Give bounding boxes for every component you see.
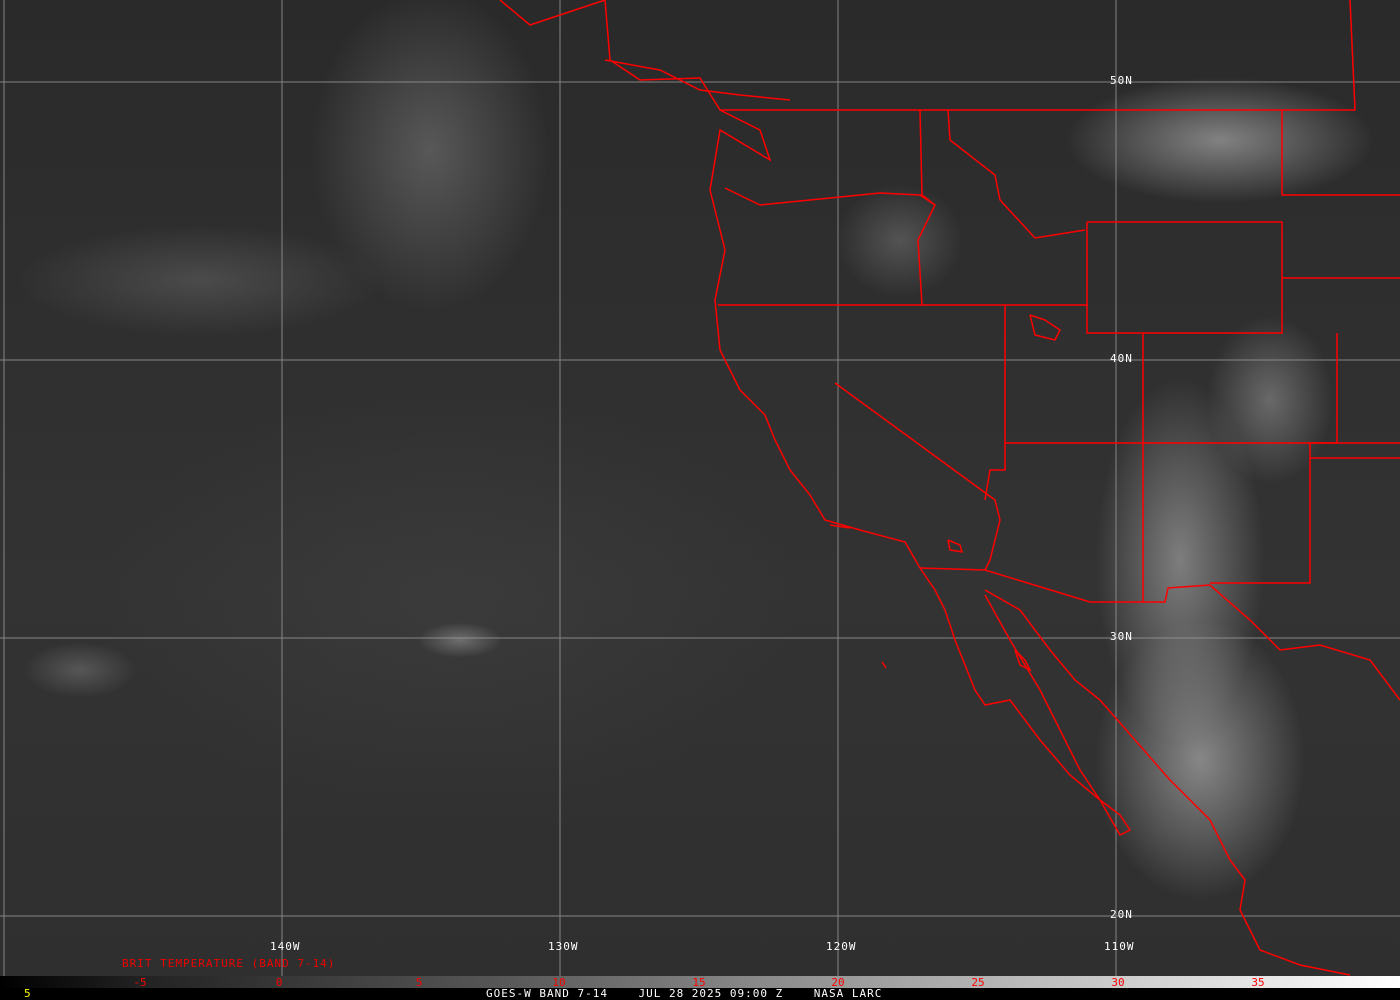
- guadalupe-island: [881, 661, 887, 669]
- longitude-label: 140W: [270, 940, 301, 953]
- footer-bar: [0, 988, 1400, 1000]
- latitude-label: 50N: [1110, 74, 1133, 87]
- mexico-mainland-coastline: [984, 589, 1351, 976]
- idaho-border: [917, 109, 936, 306]
- colorbar-tick: 5: [415, 976, 423, 989]
- boundaries: [499, 0, 1400, 976]
- latitude-label: 40N: [1110, 352, 1133, 365]
- great-salt-lake: [1029, 314, 1061, 341]
- satellite-imagery: [0, 0, 1400, 976]
- colorbar-tick: 10: [552, 976, 566, 989]
- channel-islands: [829, 524, 851, 529]
- longitude-label: 120W: [826, 940, 857, 953]
- bc-coast: [604, 59, 791, 101]
- new-mexico-border: [1210, 458, 1311, 584]
- colorbar-tick: -5: [133, 976, 147, 989]
- map-overlay: [0, 0, 1400, 976]
- longitude-label: 110W: [1104, 940, 1135, 953]
- legend-title: BRIT TEMPERATURE (BAND 7-14): [122, 957, 336, 970]
- pacific-coastline: [499, 0, 1132, 836]
- us-mexico-border: [919, 567, 1400, 701]
- gulf-islands: [1014, 649, 1032, 672]
- us-canada-border: [720, 0, 1356, 111]
- montana-idaho-border: [947, 109, 1086, 239]
- colorbar-tick: 35: [1251, 976, 1265, 989]
- utah-arizona-border: [984, 305, 1006, 501]
- colorbar-tick: 25: [971, 976, 985, 989]
- image-caption: GOES-W BAND 7-14 JUL 28 2025 09:00 Z NAS…: [486, 987, 883, 1000]
- wyoming-border: [1086, 221, 1283, 334]
- frame-number: 5: [24, 987, 31, 1000]
- salton-lake: [947, 539, 964, 553]
- latitude-label: 30N: [1110, 630, 1133, 643]
- colorbar-tick: 0: [275, 976, 283, 989]
- dakota-borders: [1281, 110, 1400, 196]
- colorado-east-border: [1309, 333, 1400, 459]
- colorbar-tick: 20: [831, 976, 845, 989]
- temperature-colorbar: [0, 976, 1400, 988]
- colorbar-tick: 30: [1111, 976, 1125, 989]
- washington-oregon-border: [724, 187, 936, 206]
- longitude-label: 130W: [548, 940, 579, 953]
- latitude-label: 20N: [1110, 908, 1133, 921]
- nevada-border: [834, 382, 1001, 571]
- graticule: [0, 0, 1400, 976]
- colorbar-tick: 15: [692, 976, 706, 989]
